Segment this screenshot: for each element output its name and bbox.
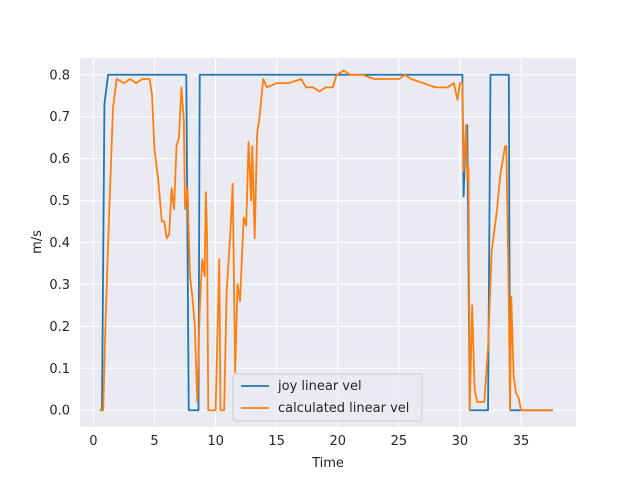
x-tick-label: 15: [268, 434, 285, 449]
x-tick-label: 10: [207, 434, 224, 449]
legend: joy linear vel calculated linear vel: [233, 374, 422, 421]
y-tick-label: 0.6: [49, 152, 70, 167]
y-tick-label: 0.3: [49, 278, 70, 293]
x-tick-label: 20: [329, 434, 346, 449]
y-tick-label: 0.8: [49, 68, 70, 83]
y-tick-label: 0.1: [49, 362, 70, 377]
x-axis-label: Time: [311, 456, 344, 471]
y-tick-label: 0.7: [49, 110, 70, 125]
x-tick-label: 0: [89, 434, 97, 449]
legend-label-calculated: calculated linear vel: [278, 401, 409, 416]
x-tick-label: 30: [452, 434, 469, 449]
y-tick-label: 0.4: [49, 236, 70, 251]
y-tick-label: 0.0: [49, 404, 70, 419]
x-tick-label: 35: [513, 434, 530, 449]
x-tick-label: 25: [391, 434, 408, 449]
y-tick-label: 0.2: [49, 320, 70, 335]
y-axis-label: m/s: [30, 230, 45, 254]
legend-label-joy: joy linear vel: [277, 379, 362, 394]
y-tick-label: 0.5: [49, 194, 70, 209]
x-tick-label: 5: [150, 434, 158, 449]
